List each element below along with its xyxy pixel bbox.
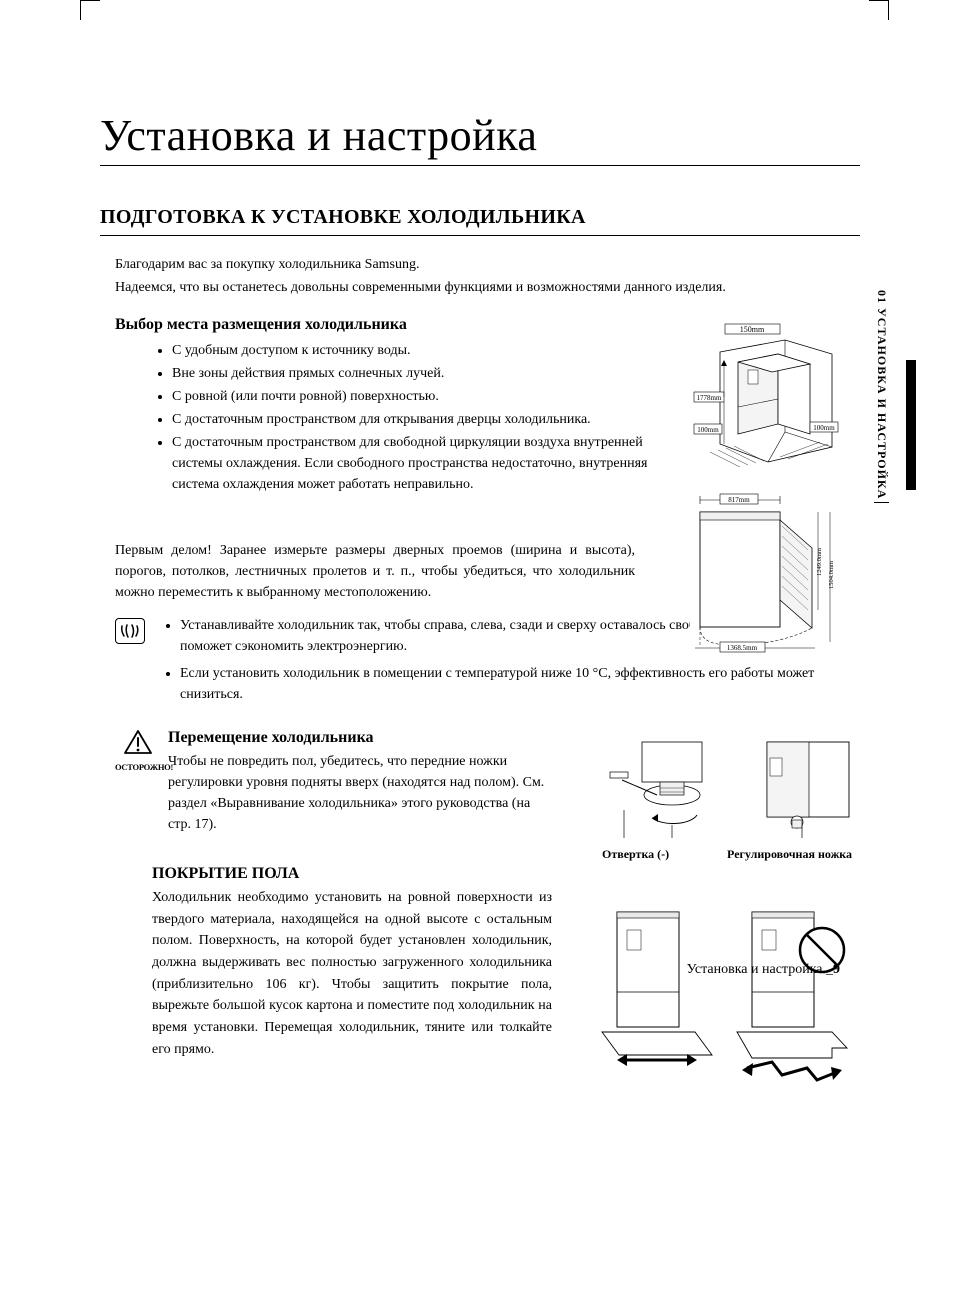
leveling-leg-diagram xyxy=(602,740,852,845)
list-item: С достаточным пространством для открыван… xyxy=(172,409,672,430)
svg-text:1504.0mm: 1504.0mm xyxy=(828,561,835,589)
floor-surface-diagram xyxy=(597,900,852,1085)
floor-heading: ПОКРЫТИЕ ПОЛА xyxy=(152,865,860,883)
side-tab-label: 01 УСТАНОВКА И НАСТРОЙКА xyxy=(874,290,889,503)
list-item: С достаточным пространством для свободно… xyxy=(172,432,672,495)
list-item: С удобным доступом к источнику воды. xyxy=(172,340,672,361)
caution-label: ОСТОРОЖНО! xyxy=(115,762,160,772)
list-item: Вне зоны действия прямых солнечных лучей… xyxy=(172,363,672,384)
svg-text:1778mm: 1778mm xyxy=(697,394,722,402)
page-footer: Установка и настройка _9 xyxy=(687,962,840,978)
footer-text: Установка и настройка _ xyxy=(687,962,833,977)
figure-labels: Отвертка (-) Регулировочная ножка xyxy=(602,847,852,862)
intro-text: Благодарим вас за покупку холодильника S… xyxy=(115,254,860,275)
svg-text:1249.0mm: 1249.0mm xyxy=(816,548,823,576)
note-icon xyxy=(115,618,145,644)
side-tab-marker xyxy=(906,360,916,490)
list-item: Если установить холодильник в помещении … xyxy=(180,663,860,705)
crop-mark xyxy=(869,0,889,20)
side-tab: 01 УСТАНОВКА И НАСТРОЙКА xyxy=(874,290,904,570)
svg-text:100mm: 100mm xyxy=(813,424,835,432)
fig-label: Отвертка (-) xyxy=(602,847,669,862)
clearance-diagram: 150mm 1778mm 100mm 100mm xyxy=(690,322,850,472)
placement-bullets: С удобным доступом к источнику воды. Вне… xyxy=(172,340,672,495)
crop-mark xyxy=(80,0,100,20)
svg-text:150mm: 150mm xyxy=(740,325,765,334)
svg-text:817mm: 817mm xyxy=(728,496,750,504)
svg-text:100mm: 100mm xyxy=(697,426,719,434)
door-swing-diagram: 817mm 1249.0mm 1504.0mm 1368.5mm xyxy=(690,490,850,655)
svg-text:1368.5mm: 1368.5mm xyxy=(727,644,758,652)
fig-label: Регулировочная ножка xyxy=(727,847,852,862)
page-number: 9 xyxy=(833,962,840,977)
measure-paragraph: Первым делом! Заранее измерьте размеры д… xyxy=(115,540,635,603)
section-heading: ПОДГОТОВКА К УСТАНОВКЕ ХОЛОДИЛЬНИКА xyxy=(100,206,860,236)
list-item: С ровной (или почти ровной) поверхностью… xyxy=(172,386,672,407)
caution-text: Чтобы не повредить пол, убедитесь, что п… xyxy=(168,751,548,835)
page-title: Установка и настройка xyxy=(100,110,860,166)
intro-text: Надеемся, что вы останетесь довольны сов… xyxy=(115,277,860,298)
floor-text: Холодильник необходимо установить на ров… xyxy=(152,887,552,1061)
warning-icon xyxy=(123,729,153,755)
